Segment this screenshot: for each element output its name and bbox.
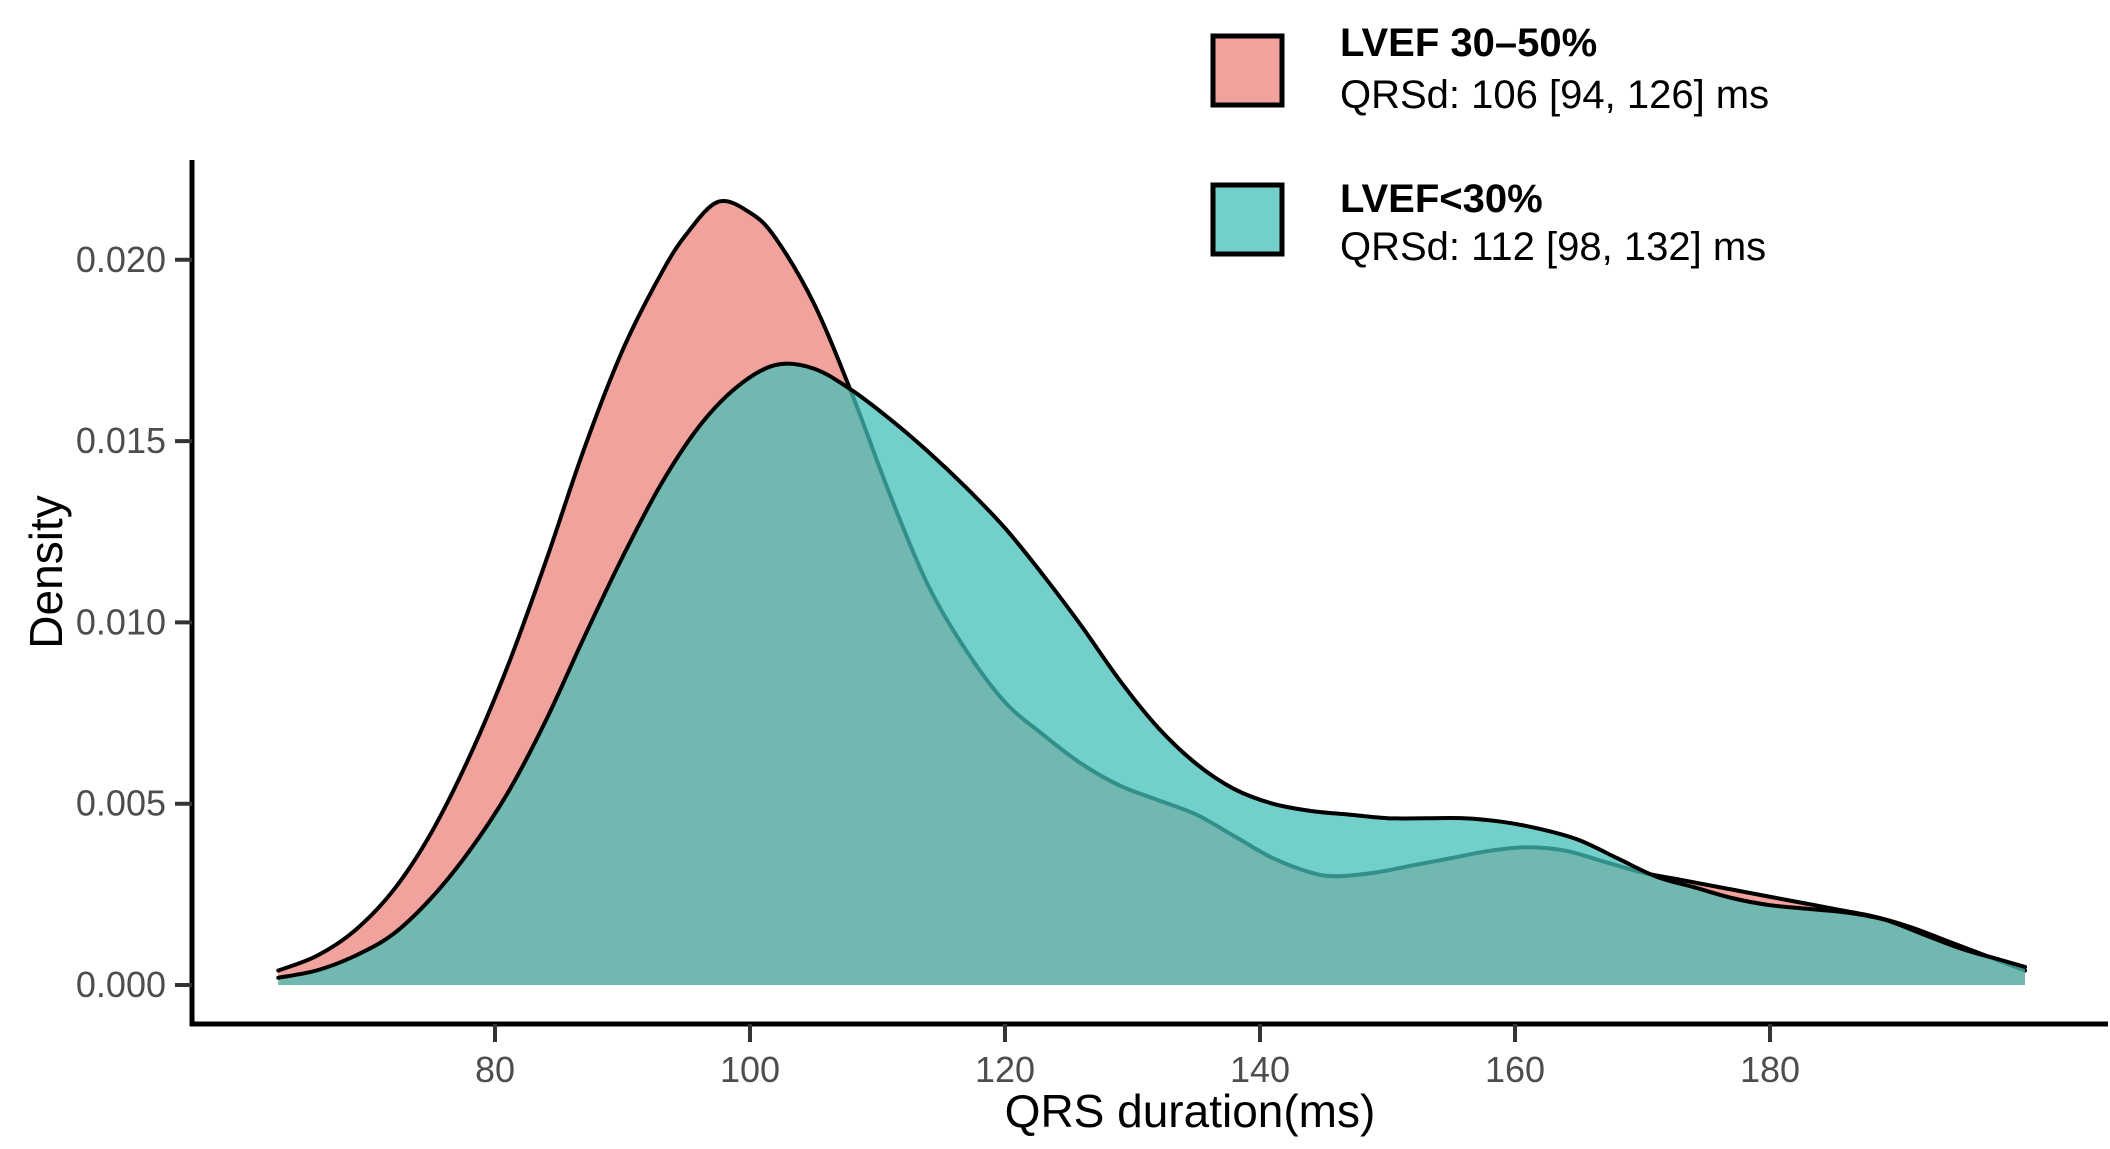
axes: [189, 160, 2108, 1027]
y-axis-title: Density: [20, 495, 72, 648]
y-tick-label-0.000: 0.000: [76, 964, 166, 1005]
legend-swatch-lvef-under-30: [1210, 182, 1285, 257]
legend-item-lvef-30-50: LVEF 30–50% QRSd: 106 [94, 126] ms: [1210, 21, 1769, 117]
x-tick-label-160: 160: [1485, 1049, 1545, 1090]
density-areas: [276, 198, 2027, 986]
x-axis-title: QRS duration(ms): [1005, 1085, 1376, 1137]
x-tick-label-140: 140: [1230, 1049, 1290, 1090]
y-axis-ticks: 0.000 0.005 0.010 0.015 0.020: [76, 239, 192, 1005]
y-tick-label-0.005: 0.005: [76, 783, 166, 824]
legend-item-lvef-under-30: LVEF<30% QRSd: 112 [98, 132] ms: [1210, 177, 1766, 269]
legend-stat-lvef-under-30: QRSd: 112 [98, 132] ms: [1340, 225, 1766, 269]
density-series-1: [276, 361, 2027, 985]
legend-title-lvef-30-50: LVEF 30–50%: [1340, 21, 1597, 65]
y-tick-label-0.020: 0.020: [76, 239, 166, 280]
x-axis-ticks: 80 100 120 140 160 180: [475, 1024, 1800, 1090]
y-tick-label-0.010: 0.010: [76, 601, 166, 642]
legend-stat-lvef-30-50: QRSd: 106 [94, 126] ms: [1340, 73, 1769, 117]
x-tick-label-180: 180: [1740, 1049, 1800, 1090]
x-tick-label-120: 120: [975, 1049, 1035, 1090]
legend-title-lvef-under-30: LVEF<30%: [1340, 177, 1543, 221]
legend-swatch-lvef-30-50: [1210, 33, 1285, 108]
density-outline-1: [276, 361, 2027, 980]
x-tick-label-100: 100: [720, 1049, 780, 1090]
y-tick-label-0.015: 0.015: [76, 420, 166, 461]
density-area-1: [278, 363, 2025, 985]
x-tick-label-80: 80: [475, 1049, 515, 1090]
legend: LVEF 30–50% QRSd: 106 [94, 126] ms LVEF<…: [1210, 21, 1769, 269]
